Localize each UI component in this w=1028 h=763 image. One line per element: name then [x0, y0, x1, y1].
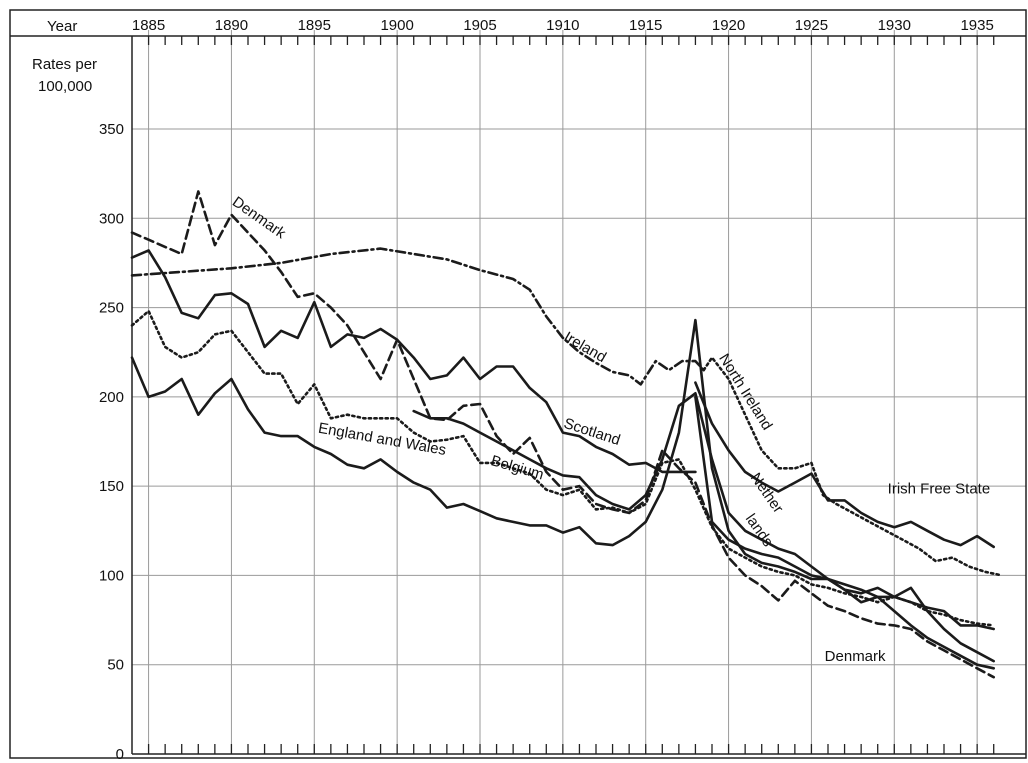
plot-frame — [9, 9, 1027, 759]
series-label-1: Ireland — [561, 328, 609, 366]
series-line-ireland — [130, 247, 705, 386]
y-tick-label-200: 200 — [99, 389, 124, 406]
series-label-7: Nether — [747, 470, 787, 517]
y-axis-title-line-1: Rates per — [32, 56, 97, 73]
x-tick-label-1885: 1885 — [132, 17, 165, 34]
x-tick-label-1920: 1920 — [712, 17, 745, 34]
x-tick-label-1925: 1925 — [795, 17, 828, 34]
x-tick-label-1935: 1935 — [960, 17, 993, 34]
series-label-5: Belgium — [489, 452, 546, 483]
y-tick-label-250: 250 — [99, 300, 124, 317]
y-tick-label-150: 150 — [99, 478, 124, 495]
series-label-6: Irish Free State — [888, 480, 991, 497]
y-tick-label-300: 300 — [99, 210, 124, 227]
y-axis-title-line-2: 100,000 — [38, 78, 92, 95]
x-tick-label-1900: 1900 — [380, 17, 413, 34]
series-line-north-ireland — [702, 356, 1004, 577]
x-tick-label-1915: 1915 — [629, 17, 662, 34]
series-layer — [130, 190, 1004, 679]
series-line-sweden — [694, 395, 995, 663]
x-tick-label-1895: 1895 — [298, 17, 331, 34]
axis-ticks — [147, 36, 995, 754]
x-tick-label-1910: 1910 — [546, 17, 579, 34]
y-tick-label-50: 50 — [107, 657, 124, 674]
y-tick-label-0: 0 — [116, 746, 124, 763]
grid-layer — [132, 30, 1026, 754]
series-label-2: North Ireland — [715, 351, 775, 434]
x-tick-label-1930: 1930 — [878, 17, 911, 34]
series-label-4: England and Wales — [317, 420, 448, 459]
y-tick-label-350: 350 — [99, 121, 124, 138]
chart-border — [9, 9, 1027, 759]
series-line-netherlands — [412, 392, 995, 670]
series-line-scotland — [130, 249, 697, 474]
x-tick-label-1905: 1905 — [463, 17, 496, 34]
x-tick-label-1890: 1890 — [215, 17, 248, 34]
series-line-belgium — [130, 318, 995, 631]
series-label-9: Denmark — [825, 648, 886, 665]
y-tick-label-100: 100 — [99, 567, 124, 584]
series-line-denmark — [130, 190, 995, 679]
series-line-irish-free-state — [694, 381, 995, 549]
x-axis-title: Year — [47, 18, 77, 35]
